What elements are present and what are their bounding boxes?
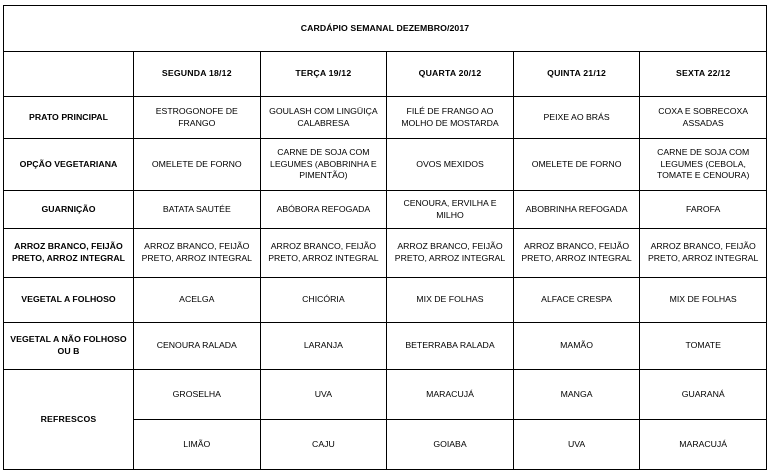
column-header-quinta: QUINTA 21/12: [512, 51, 641, 97]
cell-prato-principal-sexta: COXA E SOBRECOXA ASSADAS: [639, 96, 767, 139]
cell-arroz-feijao-quinta: ARROZ BRANCO, FEIJÃO PRETO, ARROZ INTEGR…: [512, 228, 641, 278]
cell-prato-principal-quinta: PEIXE AO BRÁS: [512, 96, 641, 139]
column-header-segunda: SEGUNDA 18/12: [133, 51, 261, 97]
cell-refresco-1-terca: UVA: [259, 369, 388, 420]
menu-title: CARDÁPIO SEMANAL DEZEMBRO/2017: [3, 5, 767, 52]
table-row: VEGETAL A NÃO FOLHOSO OU B CENOURA RALAD…: [3, 322, 767, 370]
cell-refresco-2-terca: CAJU: [259, 419, 388, 470]
cell-guarnicao-terca: ABÓBORA REFOGADA: [259, 190, 388, 229]
cell-guarnicao-quarta: CENOURA, ERVILHA E MILHO: [386, 190, 514, 229]
weekly-menu-table: CARDÁPIO SEMANAL DEZEMBRO/2017 SEGUNDA 1…: [3, 5, 767, 470]
row-label-arroz-feijao: ARROZ BRANCO, FEIJÃO PRETO, ARROZ INTEGR…: [3, 228, 134, 278]
cell-refresco-2-sexta: MARACUJÁ: [639, 419, 767, 470]
row-label-guarnicao: GUARNIÇÃO: [3, 190, 134, 229]
cell-refresco-1-segunda: GROSELHA: [133, 369, 261, 420]
cell-guarnicao-sexta: FAROFA: [639, 190, 767, 229]
cell-opcao-vegetariana-segunda: OMELETE DE FORNO: [133, 138, 261, 191]
row-label-vegetal-nao-folhoso: VEGETAL A NÃO FOLHOSO OU B: [3, 322, 134, 370]
cell-refresco-2-segunda: LIMÃO: [133, 419, 261, 470]
cell-vegetal-nao-folhoso-quinta: MAMÃO: [512, 322, 641, 370]
cell-vegetal-folhoso-sexta: MIX DE FOLHAS: [639, 277, 767, 323]
column-header-quarta: QUARTA 20/12: [386, 51, 514, 97]
table-row: OPÇÃO VEGETARIANA OMELETE DE FORNO CARNE…: [3, 138, 767, 191]
cell-opcao-vegetariana-quinta: OMELETE DE FORNO: [512, 138, 641, 191]
table-row: PRATO PRINCIPAL ESTROGONOFE DE FRANGO GO…: [3, 96, 767, 139]
cell-vegetal-folhoso-quarta: MIX DE FOLHAS: [386, 277, 514, 323]
cell-guarnicao-segunda: BATATA SAUTÉE: [133, 190, 261, 229]
menu-page: CARDÁPIO SEMANAL DEZEMBRO/2017 SEGUNDA 1…: [3, 5, 767, 470]
row-label-vegetal-a-folhoso: VEGETAL A FOLHOSO: [3, 277, 134, 323]
cell-vegetal-nao-folhoso-terca: LARANJA: [259, 322, 388, 370]
cell-opcao-vegetariana-quarta: OVOS MEXIDOS: [386, 138, 514, 191]
cell-refresco-1-sexta: GUARANÁ: [639, 369, 767, 420]
header-corner-cell: [3, 51, 134, 97]
cell-arroz-feijao-quarta: ARROZ BRANCO, FEIJÃO PRETO, ARROZ INTEGR…: [386, 228, 514, 278]
cell-vegetal-folhoso-quinta: ALFACE CRESPA: [512, 277, 641, 323]
cell-arroz-feijao-sexta: ARROZ BRANCO, FEIJÃO PRETO, ARROZ INTEGR…: [639, 228, 767, 278]
table-row: REFRESCOS GROSELHA UVA MARACUJÁ MANGA GU…: [3, 369, 767, 470]
title-row: CARDÁPIO SEMANAL DEZEMBRO/2017: [3, 5, 767, 52]
cell-refresco-1-quinta: MANGA: [512, 369, 641, 420]
row-label-opcao-vegetariana: OPÇÃO VEGETARIANA: [3, 138, 134, 191]
cell-vegetal-nao-folhoso-quarta: BETERRABA RALADA: [386, 322, 514, 370]
table-row: GUARNIÇÃO BATATA SAUTÉE ABÓBORA REFOGADA…: [3, 190, 767, 229]
table-row: VEGETAL A FOLHOSO ACELGA CHICÓRIA MIX DE…: [3, 277, 767, 323]
cell-opcao-vegetariana-sexta: CARNE DE SOJA COM LEGUMES (CEBOLA, TOMAT…: [639, 138, 767, 191]
column-header-sexta: SEXTA 22/12: [639, 51, 767, 97]
column-header-terca: TERÇA 19/12: [259, 51, 388, 97]
cell-vegetal-folhoso-terca: CHICÓRIA: [259, 277, 388, 323]
cell-guarnicao-quinta: ABOBRINHA REFOGADA: [512, 190, 641, 229]
cell-opcao-vegetariana-terca: CARNE DE SOJA COM LEGUMES (ABOBRINHA E P…: [259, 138, 388, 191]
cell-prato-principal-terca: GOULASH COM LINGÜIÇA CALABRESA: [259, 96, 388, 139]
cell-vegetal-nao-folhoso-sexta: TOMATE: [639, 322, 767, 370]
cell-prato-principal-quarta: FILÉ DE FRANGO AO MOLHO DE MOSTARDA: [386, 96, 514, 139]
cell-refresco-1-quarta: MARACUJÁ: [386, 369, 514, 420]
table-row: ARROZ BRANCO, FEIJÃO PRETO, ARROZ INTEGR…: [3, 228, 767, 278]
cell-arroz-feijao-segunda: ARROZ BRANCO, FEIJÃO PRETO, ARROZ INTEGR…: [133, 228, 261, 278]
cell-arroz-feijao-terca: ARROZ BRANCO, FEIJÃO PRETO, ARROZ INTEGR…: [259, 228, 388, 278]
cell-refresco-2-quarta: GOIABA: [386, 419, 514, 470]
cell-vegetal-nao-folhoso-segunda: CENOURA RALADA: [133, 322, 261, 370]
cell-vegetal-folhoso-segunda: ACELGA: [133, 277, 261, 323]
row-label-prato-principal: PRATO PRINCIPAL: [3, 96, 134, 139]
cell-refresco-2-quinta: UVA: [512, 419, 641, 470]
cell-prato-principal-segunda: ESTROGONOFE DE FRANGO: [133, 96, 261, 139]
row-label-refrescos: REFRESCOS: [3, 369, 134, 470]
header-row: SEGUNDA 18/12 TERÇA 19/12 QUARTA 20/12 Q…: [3, 51, 767, 97]
